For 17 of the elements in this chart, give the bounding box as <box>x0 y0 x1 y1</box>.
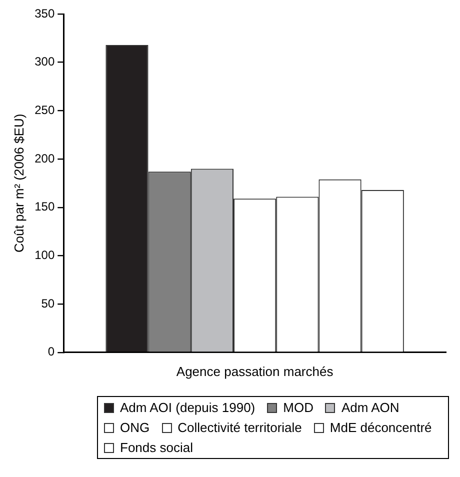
legend-label: Adm AOI (depuis 1990) <box>120 400 256 415</box>
y-tick-label: 50 <box>41 296 55 310</box>
legend-label: Fonds social <box>120 440 193 455</box>
y-tick-label: 0 <box>48 344 55 359</box>
y-tick-label: 200 <box>34 151 55 166</box>
legend-label: MOD <box>283 400 314 415</box>
y-tick-label: 300 <box>34 54 55 69</box>
legend-label: Adm AON <box>341 400 400 415</box>
y-tick-label: 150 <box>34 200 55 214</box>
x-tick-label: Agence passation marchés <box>176 364 334 379</box>
legend-label: ONG <box>120 420 150 435</box>
y-axis-title: Coût par m² (2006 $EU) <box>11 114 26 253</box>
y-tick-label: 100 <box>34 248 55 262</box>
y-tick-label: 350 <box>34 6 55 20</box>
legend-label: MdE déconcentré <box>330 420 432 435</box>
y-tick-label: 250 <box>34 103 55 117</box>
legend-label: Collectivité territoriale <box>178 420 302 435</box>
